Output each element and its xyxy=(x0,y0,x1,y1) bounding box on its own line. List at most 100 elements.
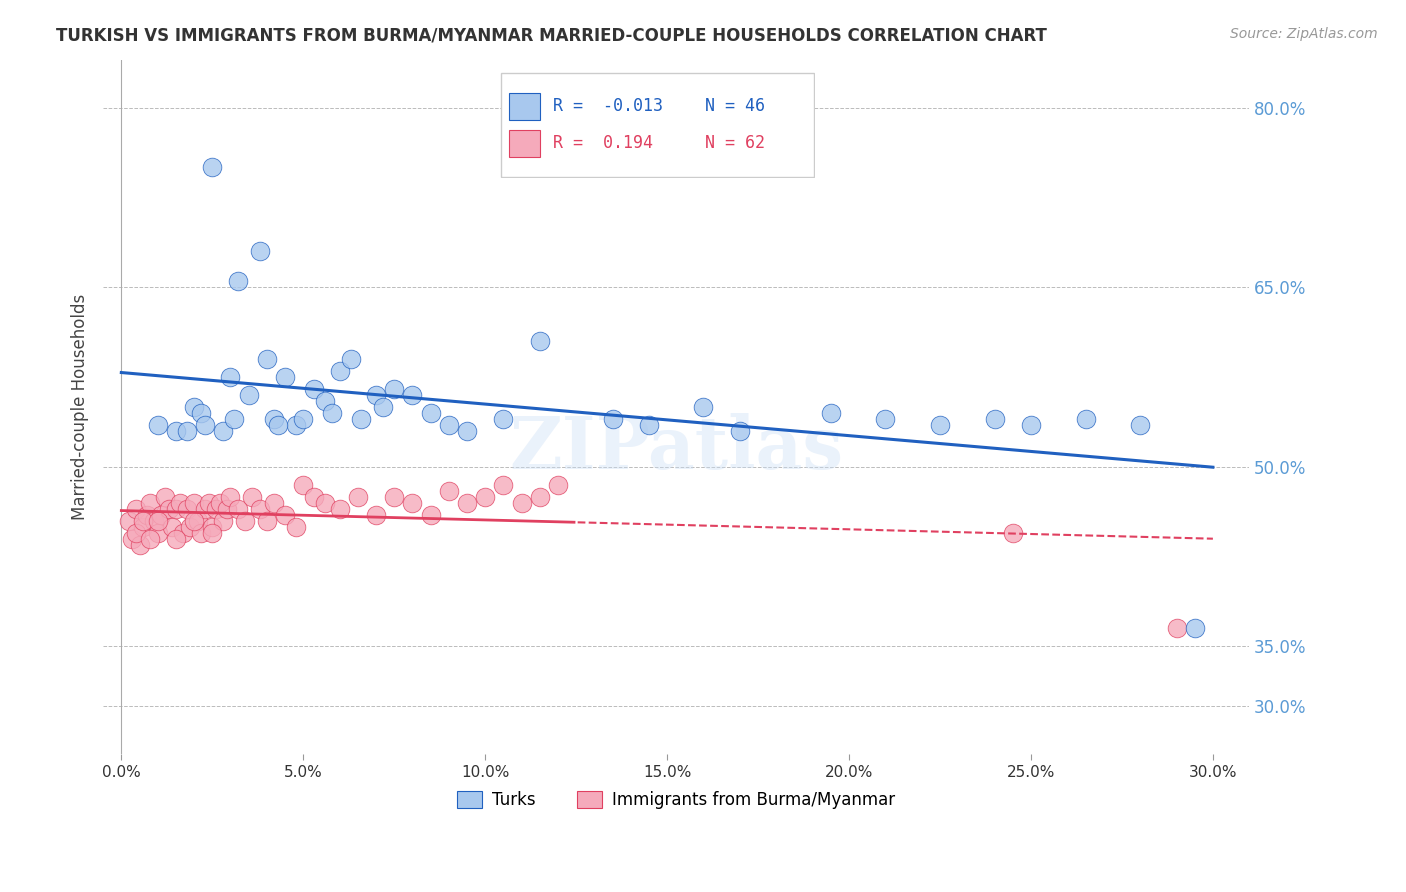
Point xyxy=(201,161,224,175)
Point xyxy=(132,514,155,528)
Point xyxy=(321,406,343,420)
FancyBboxPatch shape xyxy=(501,73,814,177)
Point xyxy=(143,514,166,528)
Point xyxy=(201,525,224,540)
FancyBboxPatch shape xyxy=(509,93,540,120)
Point xyxy=(183,496,205,510)
Point xyxy=(256,514,278,528)
Point xyxy=(364,508,387,522)
Point xyxy=(162,519,184,533)
Text: N = 62: N = 62 xyxy=(704,134,765,152)
Point xyxy=(983,412,1005,426)
Point xyxy=(208,496,231,510)
Point xyxy=(314,393,336,408)
Point xyxy=(638,417,661,432)
Point xyxy=(165,532,187,546)
Point xyxy=(238,388,260,402)
Point xyxy=(692,400,714,414)
Point xyxy=(157,501,180,516)
Point xyxy=(274,370,297,384)
Point xyxy=(329,501,352,516)
Point xyxy=(205,501,228,516)
Point xyxy=(226,501,249,516)
Point xyxy=(529,334,551,348)
Point xyxy=(929,417,952,432)
Point xyxy=(267,417,290,432)
Point xyxy=(165,424,187,438)
Point xyxy=(382,490,405,504)
Point xyxy=(339,351,361,366)
Point xyxy=(547,477,569,491)
Point xyxy=(256,351,278,366)
Point xyxy=(176,424,198,438)
Point xyxy=(117,514,139,528)
Point xyxy=(401,496,423,510)
Point xyxy=(364,388,387,402)
Point xyxy=(329,364,352,378)
Point xyxy=(285,417,308,432)
Legend: Turks, Immigrants from Burma/Myanmar: Turks, Immigrants from Burma/Myanmar xyxy=(450,784,903,815)
Point xyxy=(190,525,212,540)
Point xyxy=(1166,622,1188,636)
Point xyxy=(602,412,624,426)
Point xyxy=(728,424,751,438)
Point xyxy=(302,490,325,504)
Point xyxy=(285,519,308,533)
Point xyxy=(437,417,460,432)
Point xyxy=(187,514,209,528)
Point xyxy=(212,514,235,528)
Point xyxy=(350,412,373,426)
Point xyxy=(146,525,169,540)
Point xyxy=(194,417,217,432)
Point xyxy=(1129,417,1152,432)
Point xyxy=(219,490,242,504)
Point xyxy=(125,525,148,540)
Point xyxy=(820,406,842,420)
Point xyxy=(176,501,198,516)
Point xyxy=(274,508,297,522)
Point xyxy=(529,490,551,504)
Point xyxy=(401,388,423,402)
Point xyxy=(139,496,162,510)
Point xyxy=(219,370,242,384)
Point xyxy=(373,400,395,414)
Point xyxy=(165,501,187,516)
Point xyxy=(128,538,150,552)
Point xyxy=(492,412,515,426)
Point xyxy=(194,501,217,516)
Point xyxy=(139,532,162,546)
FancyBboxPatch shape xyxy=(509,130,540,157)
Point xyxy=(240,490,263,504)
Text: TURKISH VS IMMIGRANTS FROM BURMA/MYANMAR MARRIED-COUPLE HOUSEHOLDS CORRELATION C: TURKISH VS IMMIGRANTS FROM BURMA/MYANMAR… xyxy=(56,27,1047,45)
Text: R =  -0.013: R = -0.013 xyxy=(553,96,662,114)
Text: Source: ZipAtlas.com: Source: ZipAtlas.com xyxy=(1230,27,1378,41)
Text: N = 46: N = 46 xyxy=(704,96,765,114)
Text: ZIPatlas: ZIPatlas xyxy=(509,413,844,484)
Point xyxy=(135,508,157,522)
Point xyxy=(125,501,148,516)
Point xyxy=(132,519,155,533)
Point xyxy=(263,412,285,426)
Point xyxy=(172,525,194,540)
Point xyxy=(474,490,496,504)
Point xyxy=(233,514,256,528)
Point xyxy=(875,412,897,426)
Point xyxy=(197,496,219,510)
Point xyxy=(153,490,176,504)
Point xyxy=(169,496,191,510)
Point xyxy=(1019,417,1042,432)
Text: R =  0.194: R = 0.194 xyxy=(553,134,652,152)
Point xyxy=(190,406,212,420)
Point xyxy=(201,519,224,533)
Point xyxy=(419,508,441,522)
Point xyxy=(292,412,315,426)
Point xyxy=(183,514,205,528)
Point xyxy=(492,477,515,491)
Point xyxy=(121,532,143,546)
Point xyxy=(456,424,478,438)
Point xyxy=(146,514,169,528)
Point xyxy=(150,508,173,522)
Point xyxy=(212,424,235,438)
Point xyxy=(1001,525,1024,540)
Point xyxy=(249,501,271,516)
